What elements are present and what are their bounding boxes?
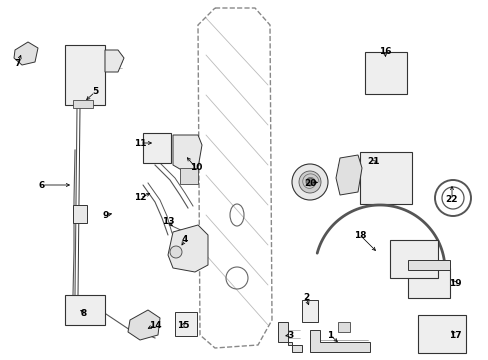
Bar bbox=[180, 168, 198, 184]
Text: 22: 22 bbox=[445, 195, 457, 204]
Text: 17: 17 bbox=[448, 330, 460, 339]
Polygon shape bbox=[105, 50, 124, 72]
Text: 19: 19 bbox=[448, 279, 460, 288]
Text: 4: 4 bbox=[182, 235, 188, 244]
Polygon shape bbox=[168, 225, 207, 272]
Text: 20: 20 bbox=[303, 179, 316, 188]
Text: 15: 15 bbox=[176, 320, 189, 329]
Bar bbox=[302, 300, 317, 322]
Text: 1: 1 bbox=[326, 330, 332, 339]
Polygon shape bbox=[14, 42, 38, 65]
Text: 11: 11 bbox=[134, 139, 146, 148]
Bar bbox=[407, 268, 449, 298]
Polygon shape bbox=[335, 155, 361, 195]
Text: 2: 2 bbox=[302, 293, 308, 302]
Polygon shape bbox=[128, 310, 160, 340]
Text: 18: 18 bbox=[353, 230, 366, 239]
Bar bbox=[389, 240, 437, 278]
Circle shape bbox=[298, 171, 320, 193]
Circle shape bbox=[305, 178, 313, 186]
Polygon shape bbox=[278, 322, 302, 352]
Bar bbox=[417, 315, 465, 353]
Text: 8: 8 bbox=[81, 309, 87, 318]
Circle shape bbox=[170, 246, 182, 258]
Bar bbox=[359, 152, 411, 204]
Bar bbox=[407, 260, 449, 270]
Bar bbox=[364, 52, 406, 94]
Circle shape bbox=[291, 164, 327, 200]
Text: 6: 6 bbox=[39, 180, 45, 189]
Text: 21: 21 bbox=[367, 158, 380, 166]
Bar bbox=[65, 295, 105, 325]
Text: 16: 16 bbox=[378, 48, 390, 57]
Text: 13: 13 bbox=[162, 217, 174, 226]
Bar bbox=[65, 45, 105, 105]
Text: 7: 7 bbox=[15, 58, 21, 68]
Text: 9: 9 bbox=[102, 211, 109, 220]
Bar bbox=[175, 312, 197, 336]
Bar bbox=[337, 322, 349, 332]
Text: 10: 10 bbox=[189, 163, 202, 172]
Bar bbox=[142, 133, 171, 163]
Polygon shape bbox=[309, 330, 369, 352]
Bar bbox=[73, 100, 93, 108]
Text: 12: 12 bbox=[134, 194, 146, 202]
Text: 5: 5 bbox=[92, 87, 98, 96]
Polygon shape bbox=[173, 135, 202, 172]
Bar bbox=[73, 205, 87, 223]
Text: 14: 14 bbox=[148, 320, 161, 329]
Text: 3: 3 bbox=[286, 330, 292, 339]
